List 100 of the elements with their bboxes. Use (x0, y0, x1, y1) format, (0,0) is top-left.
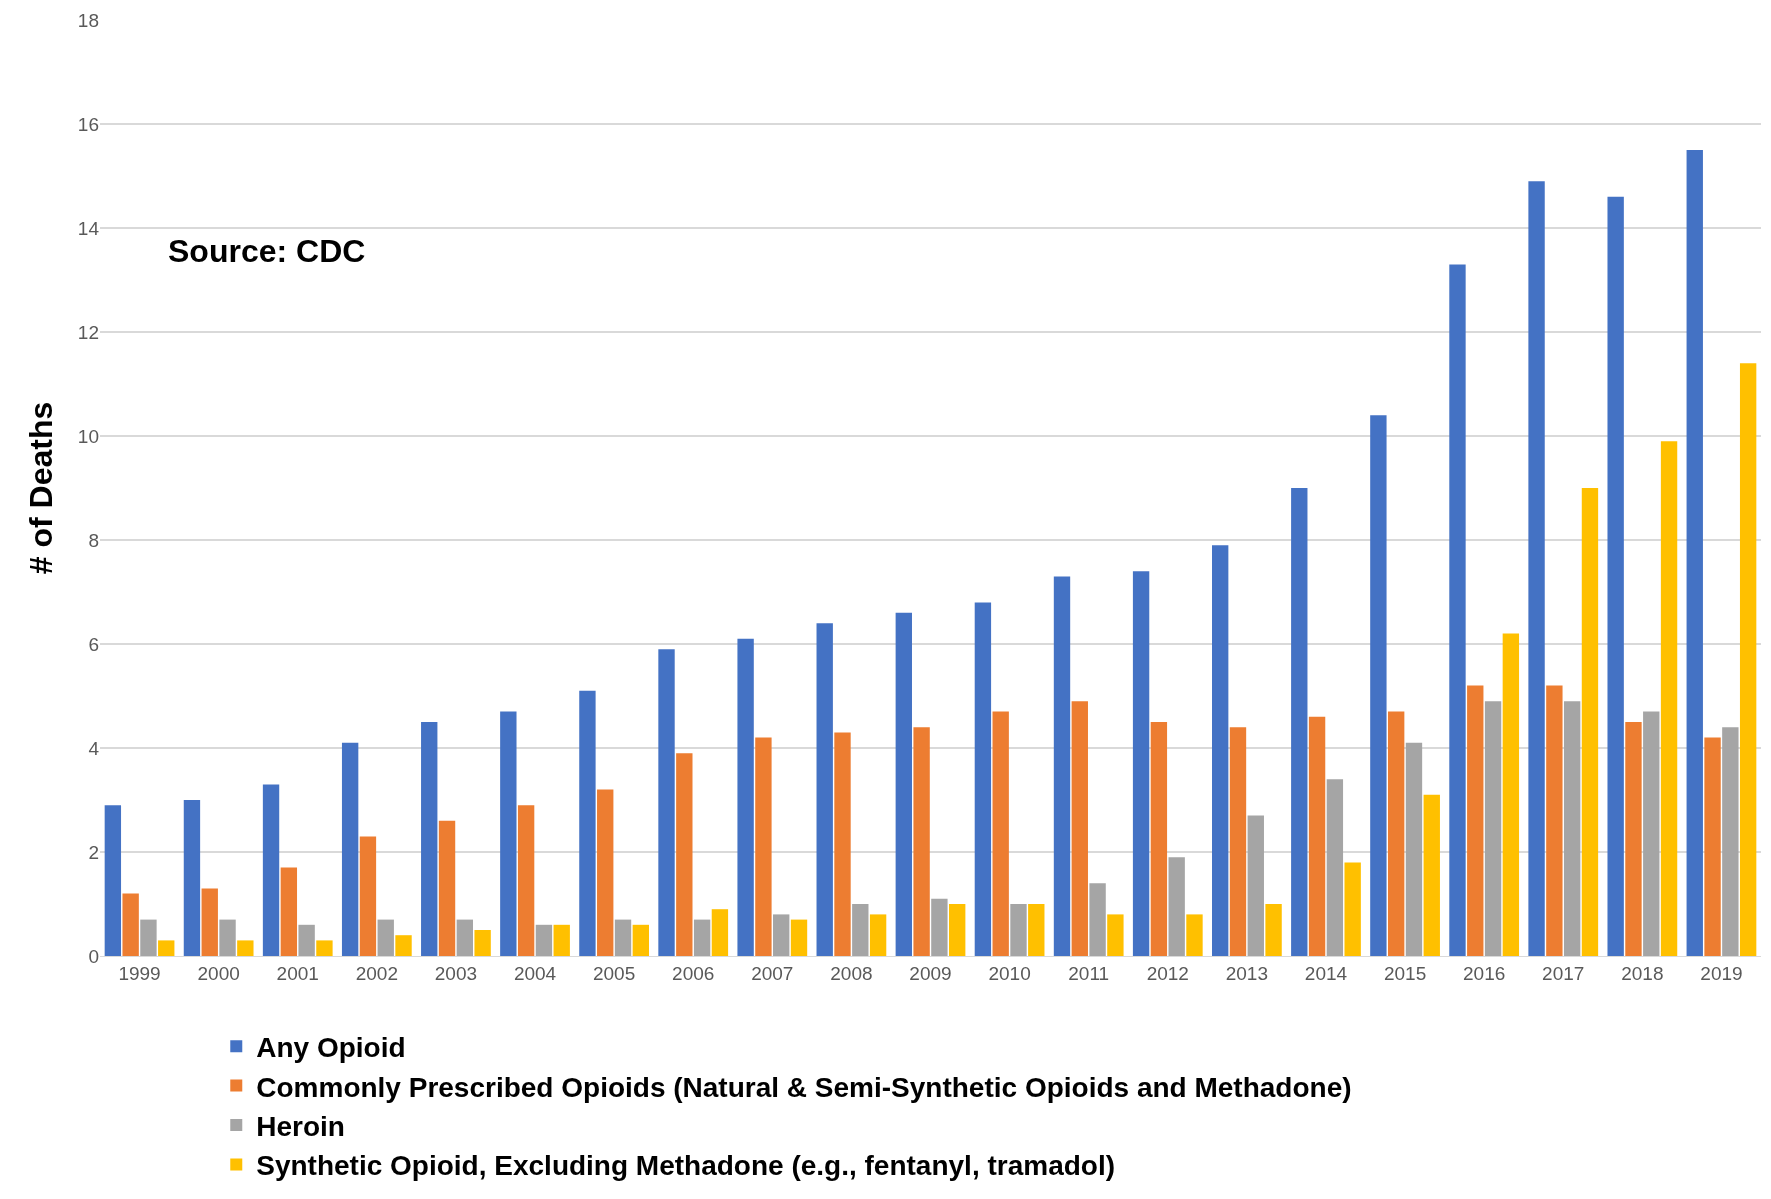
bar (183, 800, 201, 956)
bar (949, 904, 966, 956)
legend-label: Any Opioid (256, 1032, 406, 1064)
bar (500, 711, 517, 956)
bar (517, 805, 535, 956)
x-tick-label: 2013 (1225, 962, 1269, 984)
bar (992, 711, 1009, 956)
bar (895, 612, 912, 956)
bar (597, 789, 614, 956)
bar (974, 602, 992, 956)
bar (1168, 857, 1185, 956)
bar (755, 737, 772, 956)
x-tick-label: 2014 (1304, 962, 1348, 984)
bar (1405, 742, 1423, 956)
bar (1344, 862, 1361, 956)
x-tick-label: 1999 (118, 962, 161, 984)
bar (1229, 727, 1247, 956)
bar (1132, 571, 1150, 956)
bar (298, 924, 315, 956)
bar (104, 805, 122, 956)
bar (1291, 488, 1308, 956)
bar (456, 919, 474, 956)
bar (438, 820, 456, 956)
bar (1247, 815, 1264, 956)
bar (395, 935, 412, 956)
bar (1607, 196, 1624, 956)
bar (1265, 904, 1282, 956)
bar (1053, 576, 1071, 956)
legend-label: Heroin (256, 1110, 345, 1142)
bar (535, 924, 553, 956)
bar (614, 919, 632, 956)
x-tick-label: 2018 (1621, 962, 1664, 984)
bar (931, 898, 948, 956)
bar (1625, 722, 1642, 956)
bar (1423, 794, 1440, 956)
bar (1686, 150, 1703, 956)
x-tick-label: 2011 (1068, 962, 1110, 984)
bar (693, 919, 711, 956)
bar (1387, 711, 1405, 956)
bar (1212, 545, 1229, 956)
x-tick-label: 2012 (1146, 962, 1189, 984)
bar (1150, 722, 1168, 956)
bar (1107, 914, 1124, 956)
bar (658, 649, 675, 956)
bar (579, 690, 596, 956)
bar (140, 919, 157, 956)
x-tick-label: 2019 (1700, 962, 1743, 984)
bar (1581, 488, 1599, 956)
x-tick-label: 2015 (1383, 962, 1427, 984)
bar (201, 888, 218, 956)
x-tick-label: 2017 (1542, 962, 1585, 984)
y-tick-label: 18 (77, 9, 99, 31)
bar (122, 893, 139, 956)
bar (158, 940, 175, 956)
bar (1071, 701, 1088, 956)
bar (474, 930, 491, 956)
y-tick-label: 8 (88, 529, 99, 551)
legend-label: Commonly Prescribed Opioids (Natural & Semi-Synthetic Opioids and Methadone) (256, 1071, 1352, 1103)
x-tick-label: 2007 (751, 962, 794, 984)
bar (237, 940, 254, 956)
bar (553, 924, 570, 956)
bar (1326, 779, 1344, 956)
bar (1449, 264, 1466, 956)
bar (1546, 685, 1563, 956)
x-tick-label: 2004 (513, 962, 557, 984)
bar (816, 623, 833, 956)
x-tick-label: 2005 (592, 962, 636, 984)
y-tick-label: 6 (88, 633, 99, 655)
legend-label: Synthetic Opioid, Excluding Methadone (e.g., fentanyl, tramadol) (256, 1150, 1116, 1182)
bar (1484, 701, 1502, 956)
x-tick-label: 2010 (988, 962, 1031, 984)
bar (773, 914, 790, 956)
bar (1660, 441, 1678, 956)
bar (1308, 716, 1326, 956)
y-tick-label: 14 (77, 217, 100, 239)
bar (1467, 685, 1484, 956)
bar (1563, 701, 1581, 956)
bar (1010, 904, 1027, 956)
bar (1722, 727, 1739, 956)
bar (1528, 181, 1545, 956)
bar (869, 914, 887, 956)
bar (852, 904, 869, 956)
bar (1704, 737, 1721, 956)
bar (711, 909, 729, 956)
y-tick-label: 12 (77, 321, 99, 343)
bar (1089, 883, 1106, 956)
x-tick-label: 2002 (355, 962, 398, 984)
bar (359, 836, 377, 956)
bar (834, 732, 851, 956)
bar (790, 919, 808, 956)
x-tick-label: 2006 (672, 962, 715, 984)
bar (737, 638, 754, 956)
y-tick-label: 4 (88, 737, 100, 759)
x-tick-label: 2001 (276, 962, 319, 984)
x-tick-label: 2009 (909, 962, 952, 984)
bar (219, 919, 236, 956)
bar (280, 867, 298, 956)
bar (913, 727, 930, 956)
annotation: Source: CDC (168, 233, 366, 269)
bar (377, 919, 394, 956)
